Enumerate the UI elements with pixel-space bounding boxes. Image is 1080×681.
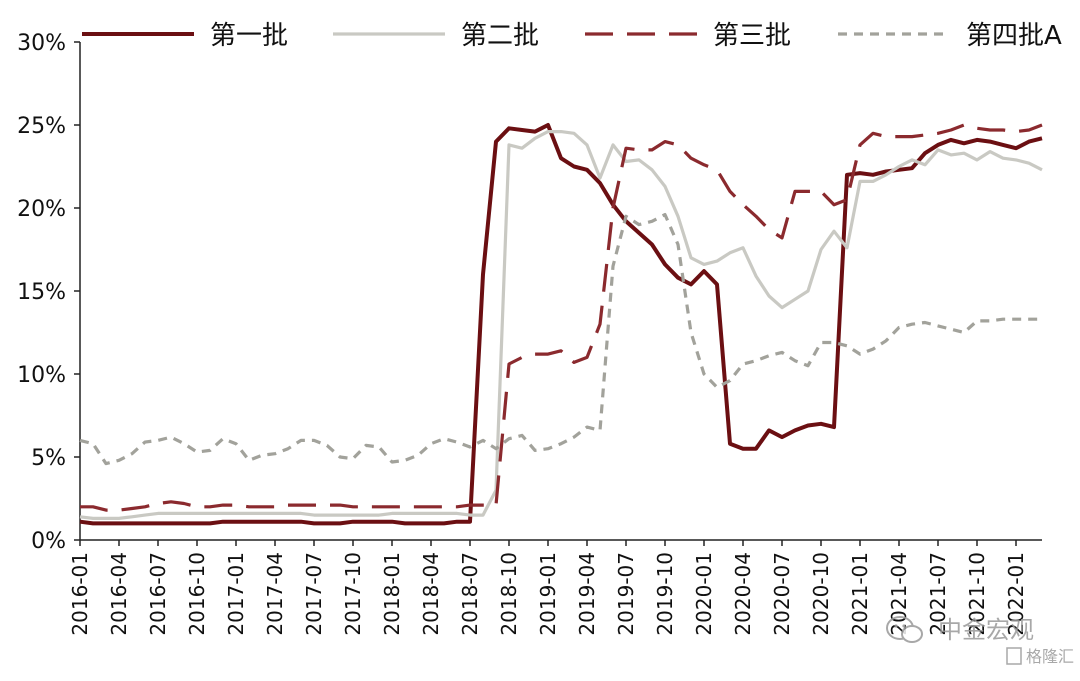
legend-label-1: 第一批 — [210, 21, 288, 51]
x-tick-label: 2019-01 — [536, 552, 560, 636]
x-tick-label: 2019-07 — [614, 552, 638, 636]
x-axis-ticks: 2016-01 2016-04 2016-07 2016-10 2017-01 2017-… — [68, 540, 1028, 636]
y-tick-label: 30% — [17, 31, 66, 56]
y-tick-label: 10% — [17, 363, 66, 388]
x-tick-label: 2016-07 — [146, 552, 170, 636]
x-tick-label: 2021-10 — [965, 552, 989, 636]
legend-label-2: 第二批 — [461, 21, 539, 51]
x-tick-label: 2016-10 — [185, 552, 209, 636]
x-tick-label: 2020-01 — [692, 552, 716, 636]
x-tick-label: 2018-04 — [419, 552, 443, 636]
legend-label-3: 第三批 — [713, 21, 791, 51]
series-line-2 — [79, 130, 1043, 521]
x-tick-label: 2019-10 — [653, 552, 677, 636]
y-tick-label: 15% — [17, 280, 66, 305]
legend-label-4: 第四批A — [966, 21, 1062, 51]
x-tick-label: 2017-07 — [302, 552, 326, 636]
series-line-3 — [80, 123, 1043, 512]
series-line-1 — [79, 123, 1043, 526]
y-tick-label: 20% — [17, 197, 66, 222]
x-tick-label: 2021-04 — [887, 552, 911, 636]
legend: 第一批 第二批 第三批 第四批A — [82, 21, 1062, 51]
x-tick-label: 2018-01 — [380, 552, 404, 636]
x-tick-label: 2021-07 — [926, 552, 950, 636]
y-tick-label: 25% — [17, 114, 66, 139]
axes — [79, 42, 1042, 541]
series-lines — [79, 123, 1043, 526]
x-tick-label: 2020-07 — [770, 552, 794, 636]
y-tick-label: 0% — [31, 529, 66, 554]
watermark: 中金宏观 格隆汇 — [886, 616, 1074, 666]
x-tick-label: 2018-07 — [458, 552, 482, 636]
wechat-icon — [886, 616, 923, 643]
x-tick-label: 2022-01 — [1004, 552, 1028, 636]
x-tick-label: 2019-04 — [575, 552, 599, 636]
watermark-sub-text: 格隆汇 — [1026, 647, 1074, 666]
x-tick-label: 2020-10 — [809, 552, 833, 636]
x-tick-label: 2021-01 — [848, 552, 872, 636]
x-tick-label: 2017-04 — [263, 552, 287, 636]
series-line-4 — [79, 213, 1042, 466]
x-tick-label: 2018-10 — [497, 552, 521, 636]
watermark-main-text: 中金宏观 — [938, 616, 1034, 644]
x-tick-label: 2017-01 — [224, 552, 248, 636]
x-tick-label: 2016-01 — [68, 552, 92, 636]
watermark-logo-icon — [1006, 647, 1022, 665]
x-tick-label: 2020-04 — [731, 552, 755, 636]
y-tick-label: 5% — [31, 446, 66, 471]
x-tick-label: 2016-04 — [107, 552, 131, 636]
y-axis-ticks: 0% 5% 10% 15% 20% 25% 30% — [17, 31, 80, 554]
x-tick-label: 2017-10 — [341, 552, 365, 636]
